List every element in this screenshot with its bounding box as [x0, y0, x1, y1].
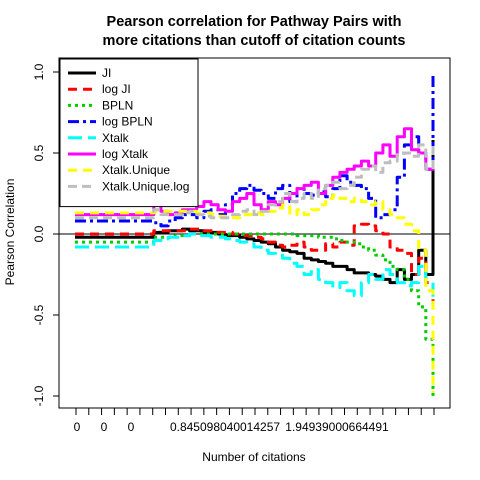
series-line-log-bpln	[75, 72, 435, 228]
legend-label: Xtalk.Unique	[102, 163, 170, 177]
x-tick-label: 0	[74, 420, 81, 434]
series-line-xtalk-unique	[75, 193, 435, 393]
x-axis: 0 0 0 0.845098040014257 1.94939000664491	[74, 407, 435, 434]
title-line: Pearson correlation for Pathway Pairs wi…	[107, 14, 402, 30]
x-tick-label: 0.845098040014257	[170, 420, 280, 434]
legend-box	[59, 58, 199, 208]
chart-title: Pearson correlation for Pathway Pairs wi…	[103, 14, 406, 49]
legend-label: log JI	[102, 82, 131, 96]
legend-label: log Xtalk	[102, 147, 149, 161]
y-tick-label: -1.0	[32, 385, 46, 406]
x-axis-label: Number of citations	[202, 450, 305, 464]
series-line-xtalk-unique-log	[75, 143, 435, 220]
legend-label: Xtalk.Unique.log	[102, 179, 189, 193]
series-line-xtalk	[75, 232, 435, 307]
legend-label: log BPLN	[102, 115, 153, 129]
x-tick-label: 0	[128, 420, 135, 434]
y-tick-label: 1.0	[32, 63, 46, 80]
series-group	[75, 72, 435, 396]
x-tick-label: 0	[101, 420, 108, 434]
x-tick-label: 1.94939000664491	[285, 420, 389, 434]
y-axis: -1.0 -0.5 0.0 0.5 1.0	[32, 63, 59, 406]
legend-label: BPLN	[102, 98, 133, 112]
plot-area: -1.0 -0.5 0.0 0.5 1.0 0 0 0 0.845098040014257 1.9…	[32, 57, 451, 434]
legend-label: JI	[102, 66, 111, 80]
y-tick-label: 0.5	[32, 144, 46, 161]
y-tick-label: 0.0	[32, 225, 46, 242]
series-line-log-ji	[75, 222, 435, 312]
legend-label: Xtalk	[102, 131, 130, 145]
series-line-bpln	[75, 232, 435, 396]
y-tick-label: -0.5	[32, 304, 46, 325]
title-line: more citations than cutoff of citation c…	[103, 33, 406, 49]
legend: JI log JI BPLN log BPLN Xtalk log Xtalk Xtalk.…	[59, 58, 199, 208]
y-axis-label: Pearson Correlation	[3, 179, 17, 286]
